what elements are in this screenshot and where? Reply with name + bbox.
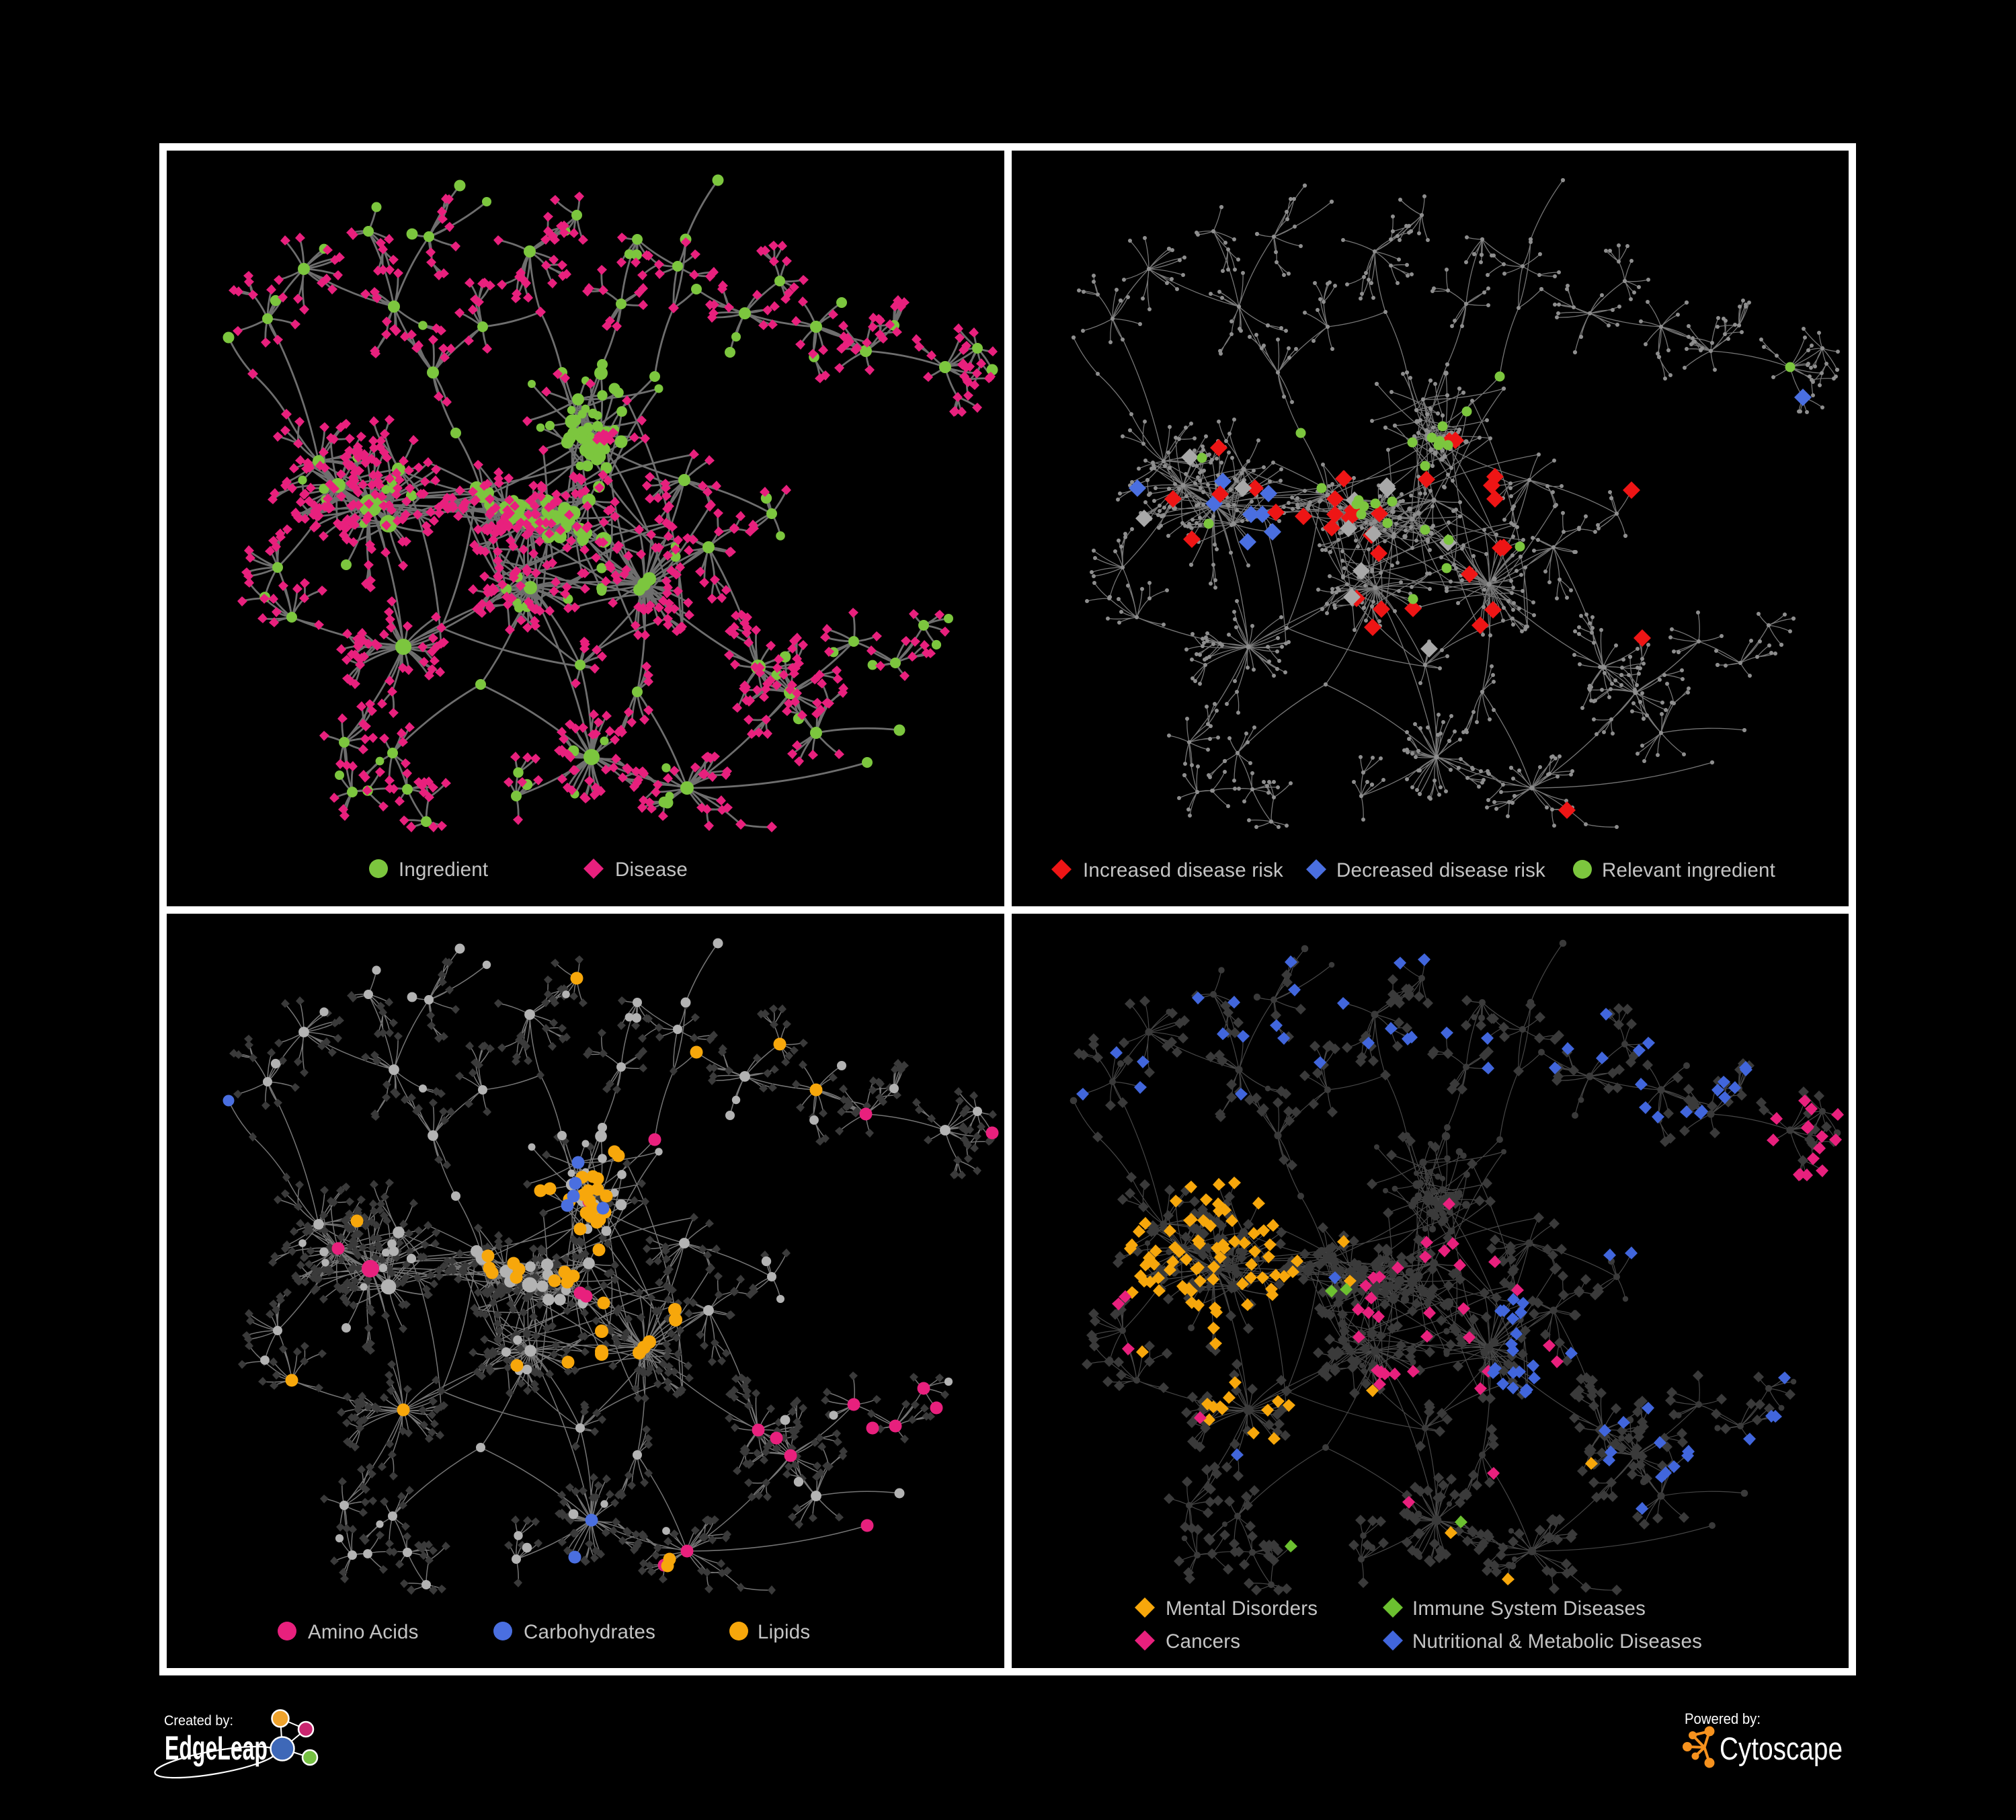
svg-text:Powered by:: Powered by: (1685, 1710, 1761, 1727)
svg-text:Mental Disorders: Mental Disorders (1166, 1597, 1318, 1620)
svg-text:Carbohydrates: Carbohydrates (524, 1621, 655, 1643)
svg-text:Decreased disease risk: Decreased disease risk (1336, 859, 1545, 881)
svg-text:Disease: Disease (615, 859, 688, 881)
svg-text:Increased disease risk: Increased disease risk (1083, 859, 1283, 881)
svg-text:Relevant ingredient: Relevant ingredient (1602, 859, 1775, 881)
svg-text:Lipids: Lipids (758, 1621, 810, 1643)
svg-text:Amino Acids: Amino Acids (308, 1621, 419, 1643)
svg-text:Cancers: Cancers (1166, 1630, 1240, 1653)
svg-text:EdgeLeap: EdgeLeap (165, 1729, 268, 1767)
svg-text:Immune System Diseases: Immune System Diseases (1412, 1597, 1646, 1620)
svg-text:Created by:: Created by: (164, 1713, 233, 1729)
svg-text:Cytoscape: Cytoscape (1720, 1731, 1843, 1766)
svg-text:Ingredient: Ingredient (399, 859, 488, 881)
svg-text:Nutritional & Metabolic Diseas: Nutritional & Metabolic Diseases (1412, 1630, 1702, 1653)
